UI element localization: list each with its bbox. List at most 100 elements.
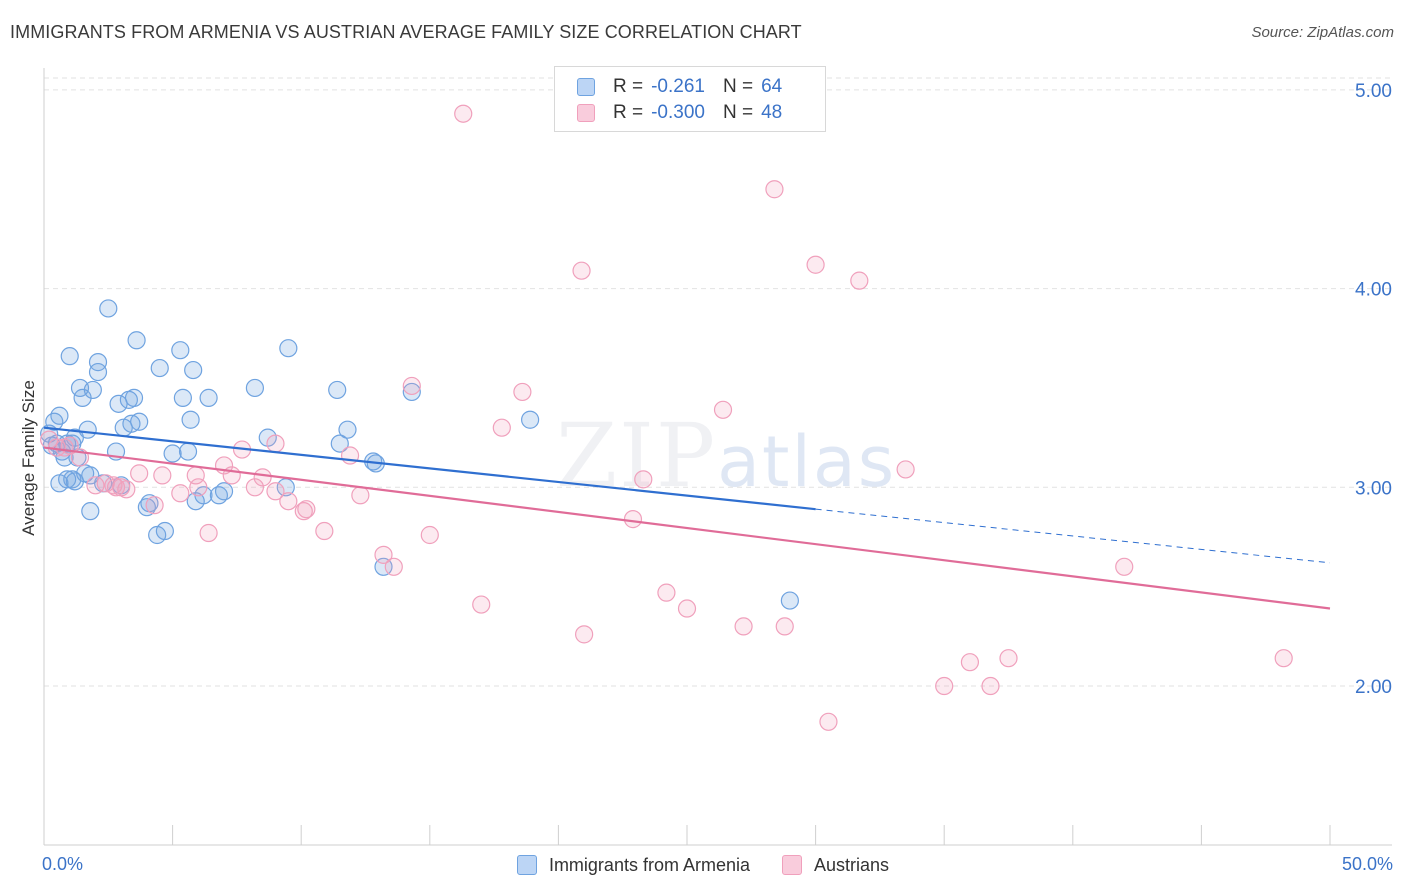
legend-r-value: -0.261 <box>651 76 705 97</box>
chart-title: IMMIGRANTS FROM ARMENIA VS AUSTRIAN AVER… <box>10 22 802 42</box>
series-legend: Immigrants from Armenia Austrians <box>0 852 1406 878</box>
legend-label-austrians: Austrians <box>814 854 890 875</box>
armenia-point <box>88 362 108 382</box>
austrian-point <box>623 510 643 529</box>
austrian-point <box>253 468 272 487</box>
legend-row-austrians: R = -0.300 N = 48 <box>577 100 782 126</box>
austrian-point <box>402 376 421 396</box>
source-label: Source: ZipAtlas.com <box>1251 24 1394 41</box>
armenia-point <box>81 502 100 521</box>
austrian-point <box>999 649 1018 668</box>
x-tick-label: 0.0% <box>42 854 83 874</box>
austrian-point <box>145 496 164 515</box>
austrian-point <box>935 676 954 696</box>
y-tick-label: 2.00 <box>1355 677 1392 698</box>
armenia-point <box>155 521 174 541</box>
austrian-point <box>492 418 511 437</box>
armenia-point <box>279 339 298 358</box>
legend-item-austrians: Austrians <box>782 855 889 876</box>
austrian-point <box>351 486 370 505</box>
armenia-point <box>171 341 190 360</box>
armenia-trend-line <box>43 426 816 511</box>
armenia-point <box>78 420 97 439</box>
austrian-point <box>153 466 172 485</box>
austrian-point <box>713 400 733 419</box>
watermark-atlas: atlas <box>717 421 897 503</box>
armenia-point <box>124 388 144 407</box>
armenia-swatch-icon <box>577 78 595 96</box>
armenia-point <box>60 347 79 366</box>
legend-n-label: N = <box>722 102 754 123</box>
austrian-point <box>896 460 915 479</box>
armenia-point <box>330 434 349 453</box>
austrian-point <box>454 104 473 123</box>
armenia-swatch-icon <box>516 855 537 875</box>
austrian-point <box>1115 557 1134 576</box>
armenia-trend-extension <box>815 508 1331 564</box>
x-tick-label: 50.0% <box>1342 854 1393 874</box>
armenia-point <box>780 591 799 610</box>
austrian-point <box>199 523 218 543</box>
austrian-point <box>634 470 653 489</box>
armenia-point <box>163 444 182 463</box>
austrian-point <box>294 502 313 521</box>
armenia-point <box>178 442 198 461</box>
austrians-swatch-icon <box>782 855 802 875</box>
austrian-point <box>171 484 190 503</box>
armenia-point <box>245 378 265 398</box>
austrian-point <box>513 382 532 402</box>
austrian-point <box>420 525 439 545</box>
austrian-point <box>775 617 794 636</box>
armenia-point <box>99 299 118 318</box>
austrian-point <box>245 478 265 497</box>
austrian-point <box>384 557 403 576</box>
armenia-point <box>45 412 64 431</box>
legend-n-label: N = <box>722 76 754 97</box>
y-tick-label: 3.00 <box>1355 478 1392 499</box>
y-tick-label: 5.00 <box>1355 81 1392 102</box>
austrian-point <box>266 434 285 453</box>
armenia-point <box>109 394 128 413</box>
austrian-point <box>315 521 334 541</box>
austrian-point <box>279 492 298 511</box>
austrians-swatch-icon <box>577 104 595 122</box>
armenia-point <box>50 406 69 425</box>
legend-row-armenia: R = -0.261 N = 64 <box>577 74 782 100</box>
austrian-point <box>374 545 393 564</box>
armenia-point <box>338 420 357 439</box>
armenia-point <box>184 360 203 380</box>
armenia-point <box>130 412 149 431</box>
legend-r-label: R = <box>613 102 644 123</box>
armenia-point <box>199 388 218 407</box>
armenia-point <box>88 353 108 372</box>
armenia-point <box>83 380 102 400</box>
armenia-point <box>55 448 74 467</box>
legend-label-armenia: Immigrants from Armenia <box>548 854 750 875</box>
austrian-point <box>677 599 697 618</box>
y-tick-label: 4.00 <box>1355 280 1392 301</box>
austrian-point <box>960 653 980 672</box>
austrian-point <box>575 625 594 644</box>
austrian-point <box>657 583 676 602</box>
austrian-point <box>981 676 1000 696</box>
armenia-point <box>150 358 169 378</box>
armenia-point <box>521 410 540 429</box>
austrian-point <box>297 500 316 519</box>
austrian-point <box>266 482 285 501</box>
correlation-legend: R = -0.261 N = 64 R = -0.300 N = 48 <box>554 66 826 132</box>
austrian-point <box>117 480 136 499</box>
austrian-point <box>765 180 784 199</box>
armenia-point <box>214 482 234 501</box>
austrian-point <box>819 712 838 731</box>
armenia-point <box>173 388 192 407</box>
austrian-point <box>130 464 149 483</box>
y-axis-label: Average Family Size <box>19 380 38 536</box>
legend-r-value: -0.300 <box>651 102 705 123</box>
austrian-point <box>189 478 208 497</box>
austrian-point <box>472 595 491 614</box>
austrian-point <box>850 271 869 290</box>
austrian-point <box>806 255 825 274</box>
legend-item-armenia: Immigrants from Armenia <box>516 854 750 876</box>
armenia-point <box>328 380 347 400</box>
legend-n-value: 48 <box>761 102 783 123</box>
